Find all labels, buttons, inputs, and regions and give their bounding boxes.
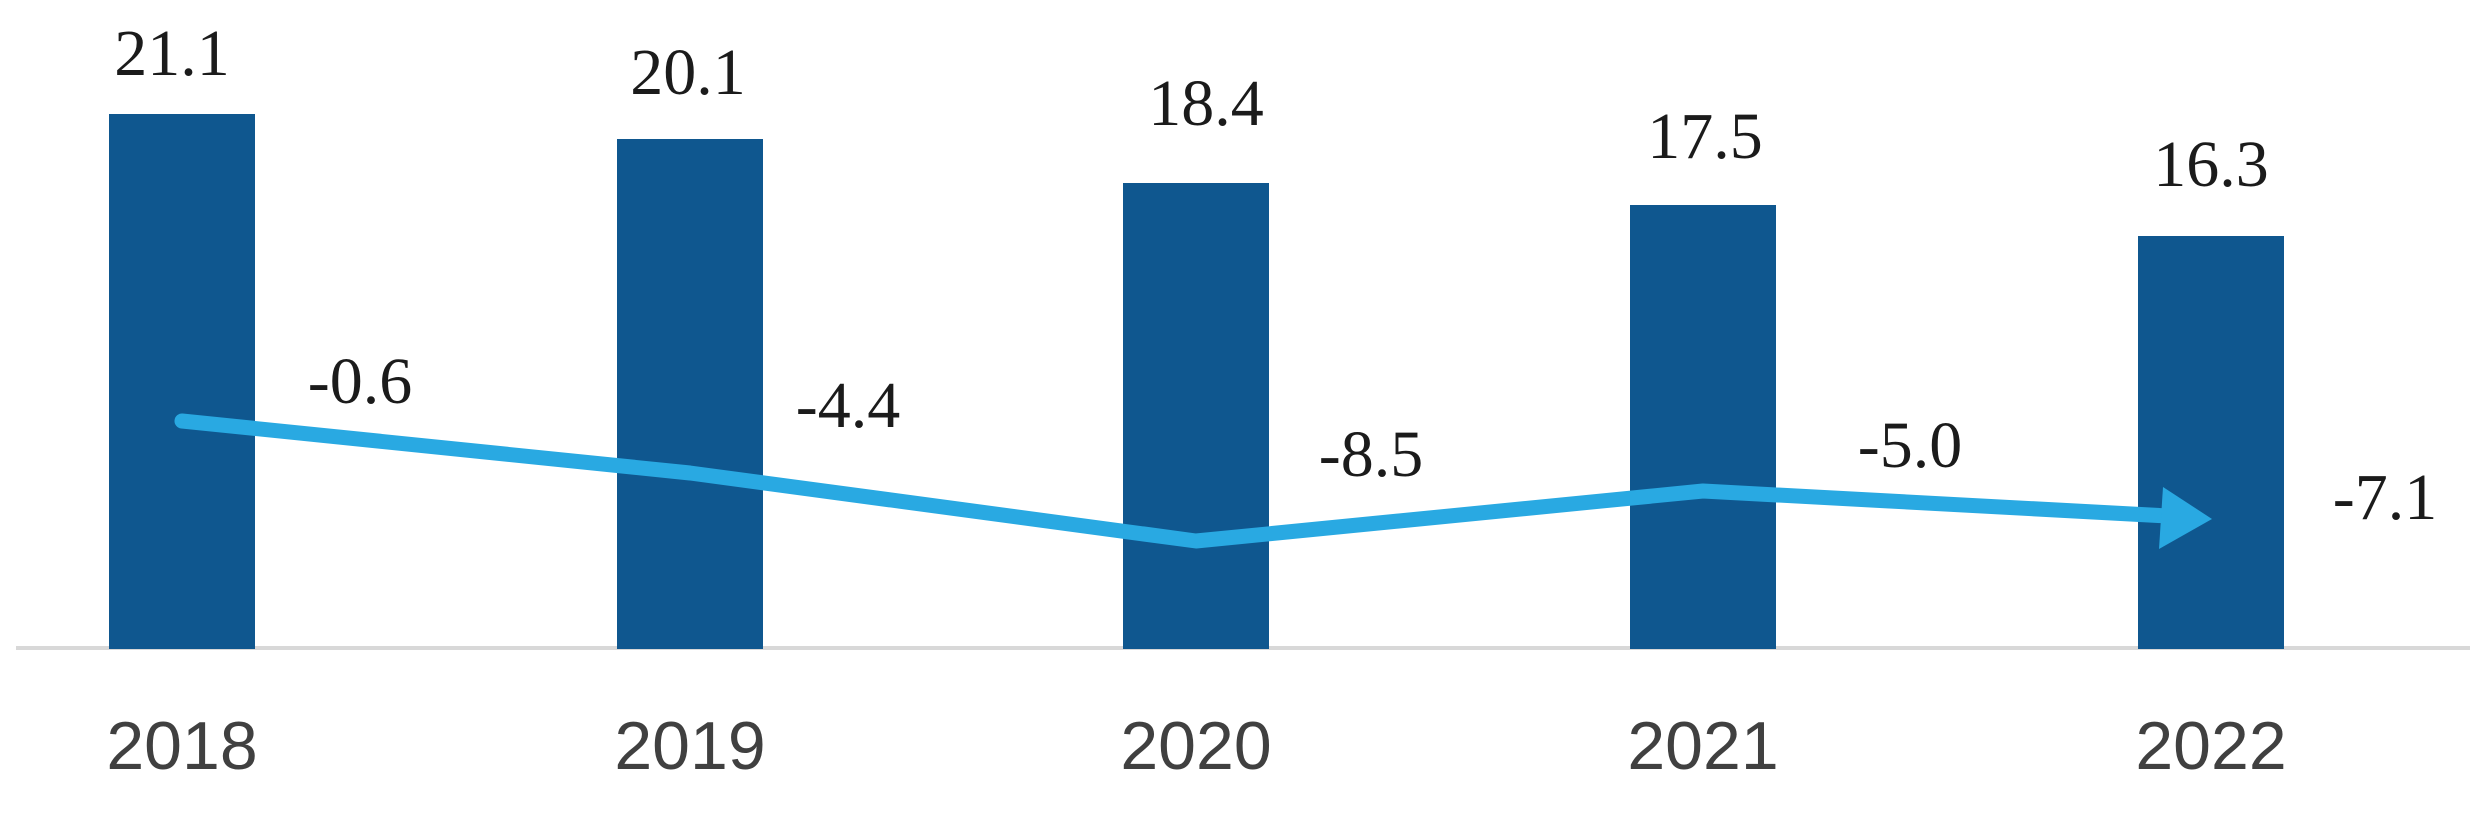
bar-2022	[2138, 236, 2284, 649]
bar-value-label: 20.1	[630, 36, 746, 109]
change-label: -4.4	[795, 369, 901, 442]
bar-value-label: 21.1	[114, 17, 230, 90]
trend-line	[174, 413, 2176, 549]
x-tick-label: 2021	[1627, 708, 1779, 784]
change-label: -5.0	[1857, 409, 1963, 482]
change-label: -8.5	[1318, 418, 1424, 491]
bar-value-label: 16.3	[2153, 128, 2269, 201]
x-tick-label: 2018	[106, 708, 258, 784]
bar-2021	[1630, 205, 1776, 649]
bar-2018	[109, 114, 255, 649]
bar-2020	[1123, 183, 1269, 649]
bar-value-label: 18.4	[1148, 67, 1264, 140]
bar-2019	[617, 139, 763, 649]
x-tick-label: 2022	[2135, 708, 2287, 784]
trend-arrowhead	[2159, 487, 2212, 549]
change-label: -0.6	[307, 345, 413, 418]
x-tick-label: 2019	[614, 708, 766, 784]
bar-value-label: 17.5	[1647, 100, 1763, 173]
x-tick-label: 2020	[1120, 708, 1272, 784]
change-label: -7.1	[2332, 461, 2438, 534]
